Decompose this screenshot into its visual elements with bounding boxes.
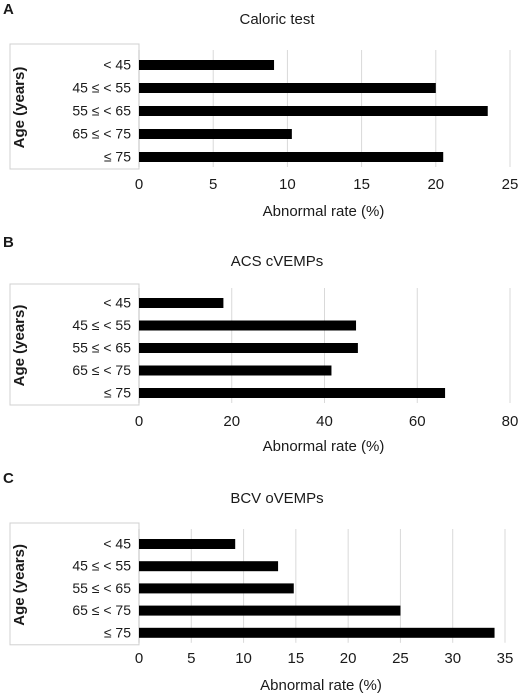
x-axis-label: Abnormal rate (%)	[263, 203, 385, 220]
bar	[139, 129, 292, 139]
bar	[139, 583, 294, 594]
bar	[139, 320, 357, 331]
bar	[139, 365, 332, 376]
y-axis-label: Age (years)	[11, 67, 28, 149]
category-label: ≤ 75	[104, 385, 131, 401]
category-label: 45 ≤ < 55	[72, 317, 131, 333]
category-label: 65 ≤ < 75	[72, 126, 131, 142]
chart-panel-b: B ACS cVEMPs < 45 45 ≤ < 55 55 ≤ < 65 65 ≤ < …	[3, 234, 518, 455]
x-tick-label: 40	[316, 413, 333, 430]
category-label: ≤ 75	[104, 149, 131, 165]
chart-panel-c: C BCV oVEMPs < 45 45 ≤ < 55 55 ≤ < 65 65 ≤ < …	[3, 470, 513, 694]
x-axis-label: Abnormal rate (%)	[260, 677, 382, 694]
x-tick-label: 80	[502, 413, 519, 430]
x-tick-label: 5	[209, 176, 217, 193]
bar	[139, 539, 236, 549]
bar	[139, 298, 224, 308]
chart-title: Caloric test	[239, 11, 315, 28]
category-label: < 45	[103, 536, 131, 552]
x-tick-label: 0	[135, 413, 143, 430]
x-tick-label: 15	[353, 176, 370, 193]
x-tick-label: 10	[235, 650, 252, 667]
bar	[139, 343, 358, 353]
x-tick-label: 60	[409, 413, 426, 430]
x-tick-label: 0	[135, 176, 143, 193]
x-tick-label: 5	[187, 650, 195, 667]
category-label: 55 ≤ < 65	[72, 580, 131, 596]
category-label: 45 ≤ < 55	[72, 80, 131, 96]
y-axis-label: Age (years)	[11, 305, 28, 387]
x-tick-label: 30	[444, 650, 461, 667]
x-axis-label: Abnormal rate (%)	[263, 438, 385, 455]
x-tick-label: 35	[497, 650, 514, 667]
category-label: < 45	[103, 295, 131, 311]
x-tick-label: 25	[502, 176, 519, 193]
bar	[139, 60, 275, 70]
category-label: < 45	[103, 57, 131, 73]
x-tick-label: 15	[288, 650, 305, 667]
panel-letter: A	[3, 1, 14, 18]
category-label: 55 ≤ < 65	[72, 103, 131, 119]
x-tick-label: 10	[279, 176, 296, 193]
bar	[139, 561, 279, 572]
x-tick-label: 20	[340, 650, 357, 667]
x-tick-label: 20	[223, 413, 240, 430]
category-label: 65 ≤ < 75	[72, 362, 131, 378]
category-label: 45 ≤ < 55	[72, 558, 131, 574]
panel-letter: C	[3, 470, 14, 487]
bar	[139, 83, 436, 93]
chart-panel-a: A Caloric test < 45 45 ≤ < 55 55 ≤ < 65 65 ≤ …	[3, 1, 518, 220]
bar	[139, 152, 444, 162]
category-label: 65 ≤ < 75	[72, 602, 131, 618]
x-tick-label: 20	[427, 176, 444, 193]
category-label: ≤ 75	[104, 624, 131, 640]
bar	[139, 388, 446, 398]
category-label: 55 ≤ < 65	[72, 340, 131, 356]
bar	[139, 627, 495, 638]
bar	[139, 106, 488, 116]
x-tick-label: 25	[392, 650, 409, 667]
bar	[139, 605, 401, 616]
panel-letter: B	[3, 234, 14, 251]
chart-title: BCV oVEMPs	[230, 490, 323, 507]
chart-title: ACS cVEMPs	[231, 253, 324, 270]
x-tick-label: 0	[135, 650, 143, 667]
y-axis-label: Age (years)	[11, 544, 28, 626]
